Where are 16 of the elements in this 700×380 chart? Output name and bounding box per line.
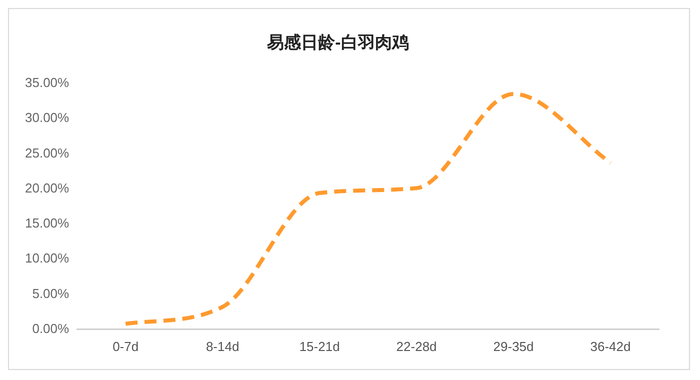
chart-title: 易感日龄-白羽肉鸡 [266, 32, 409, 52]
y-tick-label: 0.00% [32, 320, 70, 336]
y-tick-label: 20.00% [24, 180, 70, 196]
y-tick-label: 35.00% [24, 74, 70, 90]
y-tick-label: 30.00% [24, 110, 70, 126]
y-tick-label: 10.00% [24, 250, 70, 266]
x-tick-label: 8-14d [206, 338, 240, 354]
x-tick-label: 22-28d [396, 338, 437, 354]
y-tick-label: 25.00% [24, 145, 70, 160]
x-tick-label: 0-7d [112, 338, 139, 354]
x-tick-label: 36-42d [590, 338, 631, 354]
x-tick-label: 15-21d [299, 338, 340, 354]
line-series [124, 92, 613, 326]
x-tick-label: 29-35d [493, 338, 534, 354]
y-tick-label: 15.00% [24, 216, 70, 231]
y-tick-label: 5.00% [32, 286, 70, 301]
